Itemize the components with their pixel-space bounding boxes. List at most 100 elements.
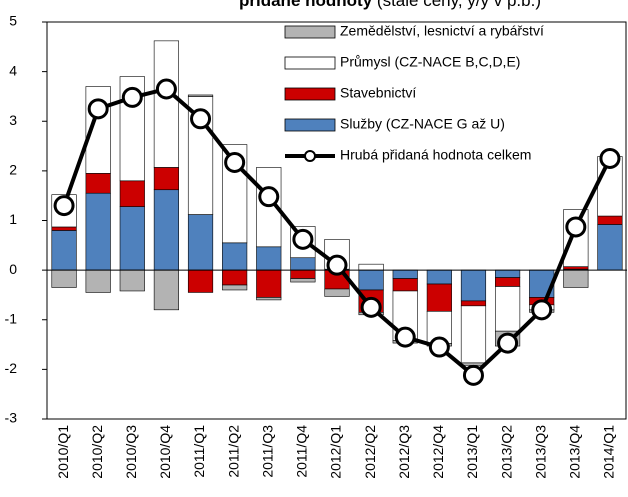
bar <box>426 269 452 285</box>
total-marker <box>121 86 143 108</box>
bar <box>119 206 145 271</box>
bar <box>256 297 282 301</box>
bar <box>460 300 487 307</box>
bar <box>222 242 248 271</box>
legend-swatch <box>284 118 336 132</box>
total-marker <box>428 336 450 358</box>
bar <box>324 288 350 297</box>
x-tick-label: 2011/Q3 <box>259 425 275 478</box>
bar <box>222 269 248 286</box>
bar <box>597 224 623 271</box>
bar <box>290 278 316 283</box>
legend-label: Průmysl (CZ-NACE B,C,D,E) <box>340 54 520 70</box>
total-marker <box>87 98 109 120</box>
bar <box>495 277 521 287</box>
bar <box>85 269 111 293</box>
total-marker <box>360 296 382 318</box>
legend-label: Stavebnictví <box>340 85 416 101</box>
total-marker <box>190 108 212 130</box>
bar <box>85 192 111 271</box>
y-tick-label: 2 <box>9 162 17 178</box>
bar <box>256 246 282 271</box>
x-tick-label: 2013/Q4 <box>567 425 583 479</box>
total-marker <box>497 332 519 354</box>
y-tick-label: -1 <box>5 310 18 326</box>
bar <box>392 278 418 292</box>
x-tick-label: 2010/Q1 <box>55 425 71 479</box>
bar <box>563 269 589 288</box>
bar <box>460 269 487 302</box>
x-tick-label: 2012/Q1 <box>328 425 344 479</box>
bar <box>51 230 77 271</box>
bar <box>187 214 214 271</box>
x-tick-label: 2011/Q4 <box>294 425 310 478</box>
x-tick-label: 2012/Q4 <box>430 425 446 479</box>
total-marker <box>599 147 621 169</box>
legend-swatch <box>284 56 336 70</box>
total-marker <box>155 78 177 100</box>
x-tick-label: 2013/Q1 <box>464 425 480 479</box>
x-tick-label: 2011/Q1 <box>191 425 207 478</box>
total-marker <box>565 216 587 238</box>
chart-subtitle: (stálé ceny, y/y v p.b.) <box>377 0 541 10</box>
legend-swatch <box>284 87 336 101</box>
total-line <box>62 86 612 379</box>
bar <box>426 283 452 312</box>
legend-marker <box>304 150 316 162</box>
bar <box>563 266 589 270</box>
total-marker <box>326 254 348 276</box>
bar <box>51 269 77 288</box>
bar <box>153 189 179 271</box>
total-marker <box>258 186 280 208</box>
y-tick-label: 4 <box>9 62 17 78</box>
y-tick-label: 3 <box>9 112 17 128</box>
total-marker <box>462 364 484 386</box>
bar <box>358 263 384 271</box>
bar <box>187 269 214 293</box>
bar <box>153 40 179 168</box>
bar <box>495 286 521 332</box>
bar <box>392 269 418 279</box>
bar <box>153 167 179 191</box>
bar <box>597 215 623 225</box>
bar <box>187 94 214 97</box>
total-marker <box>292 228 314 250</box>
bar <box>495 269 521 278</box>
bar <box>256 269 282 298</box>
bar <box>222 284 248 291</box>
bar <box>153 269 179 311</box>
bar <box>290 257 316 271</box>
y-tick-label: 0 <box>9 261 17 277</box>
bar <box>460 305 487 364</box>
chart-title-group: přidané hodnoty (stálé ceny, y/y v p.b.) <box>239 0 541 10</box>
x-tick-label: 2011/Q2 <box>225 425 241 478</box>
bar <box>119 269 145 292</box>
legend-label: Zemědělství, lesnictví a rybářství <box>340 23 544 39</box>
x-tick-label: 2010/Q3 <box>123 425 139 479</box>
bar <box>51 226 77 231</box>
x-tick-label: 2014/Q1 <box>601 425 617 479</box>
bar <box>290 269 316 279</box>
total-marker <box>53 195 75 217</box>
chart-title: přidané hodnoty <box>239 0 373 10</box>
total-marker <box>394 326 416 348</box>
y-tick-label: -3 <box>5 410 18 426</box>
y-tick-label: 1 <box>9 211 17 227</box>
total-marker <box>224 151 246 173</box>
total-marker <box>531 299 553 321</box>
y-tick-label: 5 <box>9 13 17 29</box>
bar <box>119 180 145 207</box>
x-tick-label: 2010/Q4 <box>157 425 173 479</box>
x-tick-label: 2013/Q3 <box>532 425 548 479</box>
bar <box>358 269 384 291</box>
x-tick-label: 2012/Q2 <box>362 425 378 479</box>
x-tick-label: 2013/Q2 <box>498 425 514 479</box>
plot-frame <box>46 21 627 420</box>
y-tick-label: -2 <box>5 360 18 376</box>
x-tick-label: 2012/Q3 <box>396 425 412 479</box>
x-tick-label: 2010/Q2 <box>89 425 105 479</box>
legend-label: Hrubá přidaná hodnota celkem <box>340 147 531 163</box>
legend-label: Služby (CZ-NACE G až U) <box>340 116 505 132</box>
legend-swatch <box>284 25 336 39</box>
